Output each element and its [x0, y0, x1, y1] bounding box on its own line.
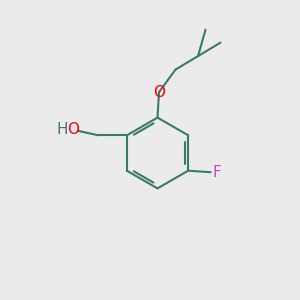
- Text: O: O: [68, 122, 80, 137]
- Text: O: O: [153, 85, 165, 100]
- Text: F: F: [213, 165, 222, 180]
- Text: H: H: [57, 122, 68, 137]
